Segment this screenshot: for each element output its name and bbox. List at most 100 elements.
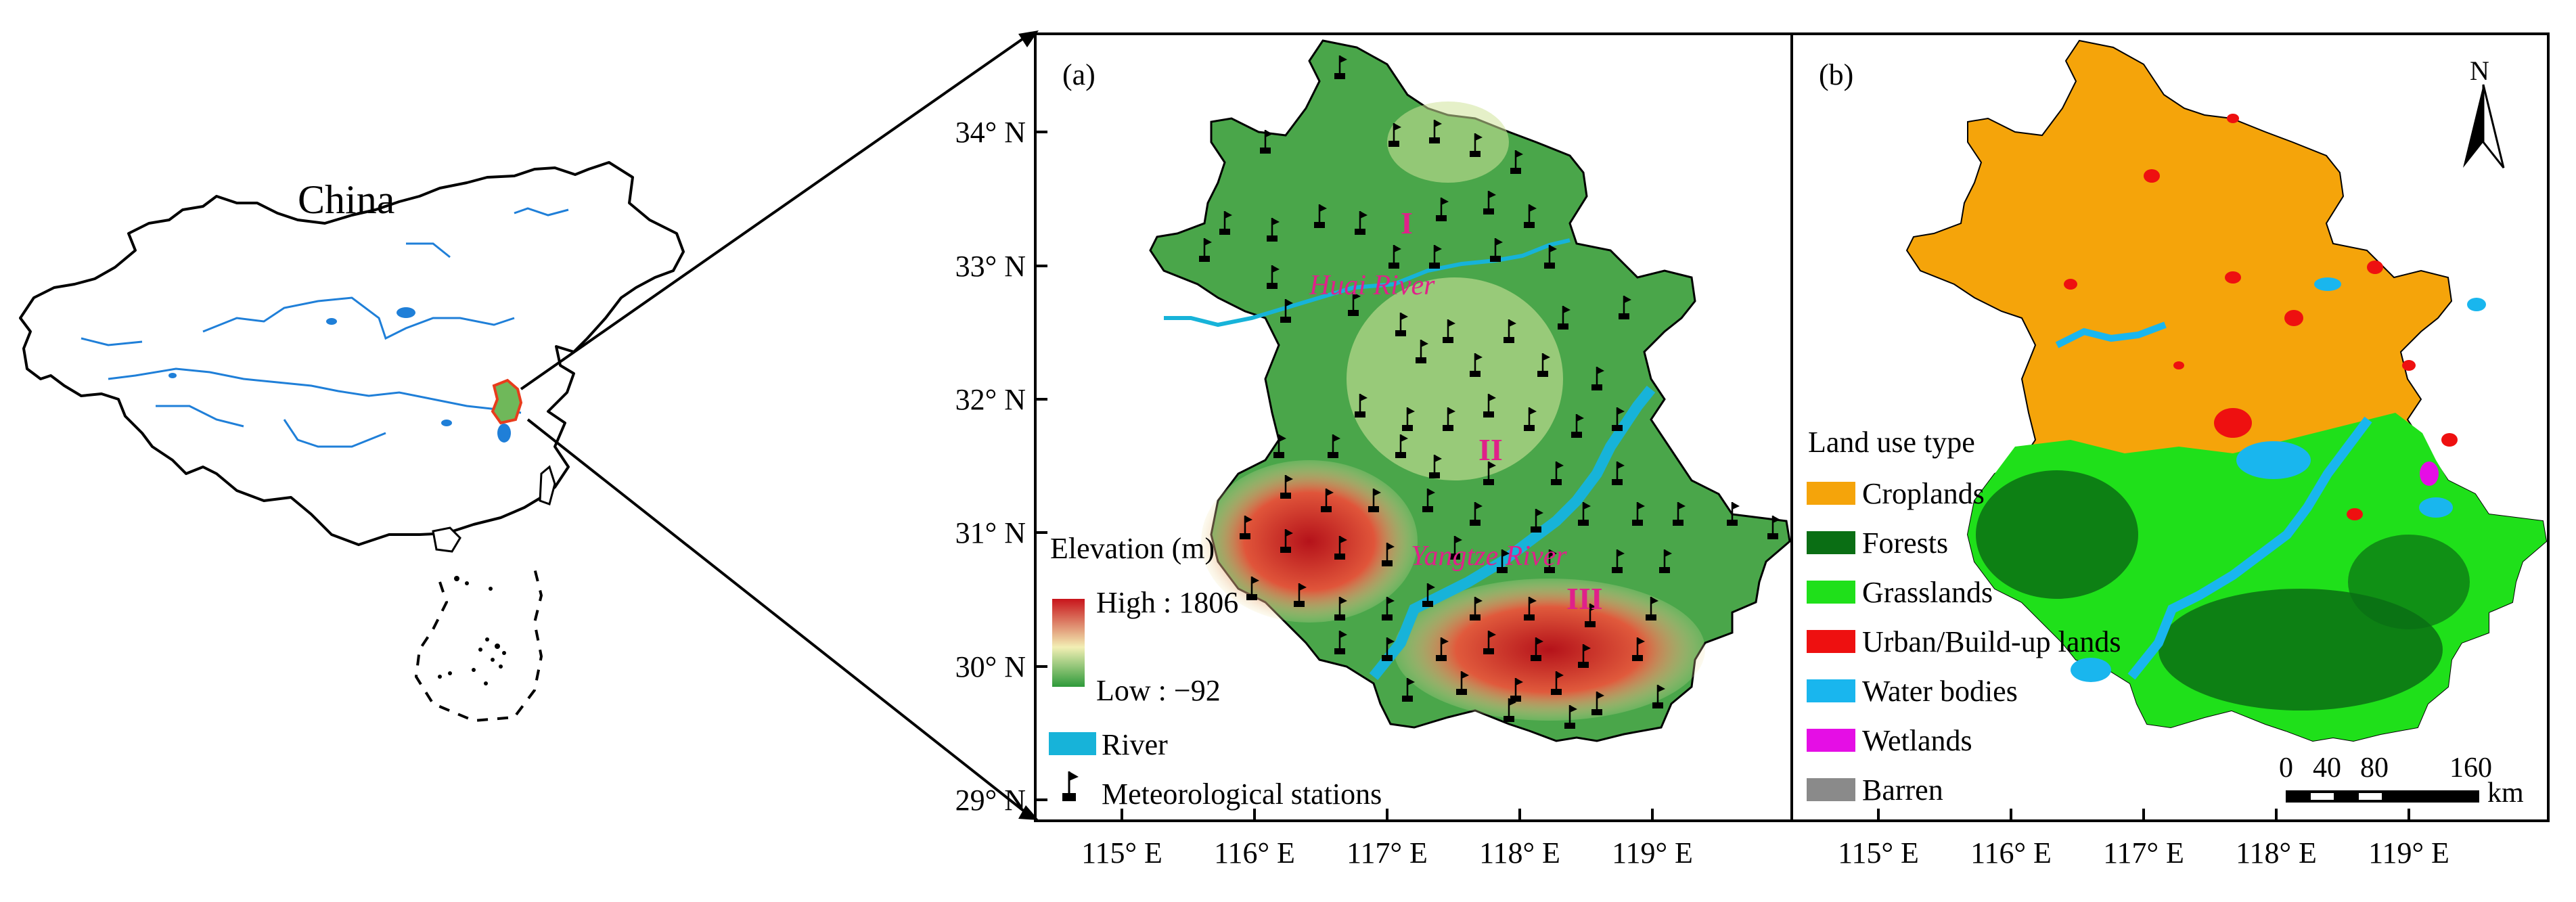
- panel-a-tag: (a): [1062, 58, 1095, 91]
- china-lakes: [168, 307, 511, 443]
- station-marker: [1564, 705, 1577, 729]
- scale-bar: 0 40 80 160 km: [2279, 752, 2524, 809]
- station-marker: [1449, 536, 1462, 560]
- zoom-line-lower: [526, 418, 1026, 813]
- lon-tick-label: 117° E: [2103, 836, 2184, 870]
- landuse-label: Wetlands: [1862, 724, 1972, 757]
- panel-b-tag: (b): [1819, 58, 1853, 91]
- zoom-arrow-upper: [1018, 30, 1039, 47]
- station-marker: [1402, 678, 1415, 702]
- station-marker: [1280, 299, 1293, 323]
- station-marker: [1382, 597, 1395, 621]
- station-marker: [1368, 489, 1381, 512]
- landuse-swatch: [1807, 630, 1855, 653]
- station-marker: [1490, 238, 1503, 262]
- station-legend-icon: [1062, 771, 1079, 801]
- station-marker: [1348, 292, 1361, 316]
- station-marker: [1510, 150, 1523, 174]
- station-marker: [1470, 597, 1483, 621]
- urban-areas: [2064, 114, 2458, 520]
- station-marker: [1267, 218, 1280, 242]
- panel-b-map: [1905, 39, 2548, 742]
- landuse-label: Water bodies: [1862, 675, 2018, 708]
- station-marker: [1422, 489, 1435, 512]
- north-arrow: N: [2463, 55, 2505, 168]
- landuse-label: Barren: [1862, 773, 1943, 807]
- south-china-sea-islands: [438, 576, 506, 685]
- station-marker: [1416, 340, 1428, 363]
- elevation-color-ramp: [1052, 599, 1085, 687]
- panel-a-legend: Elevation (m) High : 1806 Low : −92 Rive…: [1049, 532, 1382, 811]
- zoom-arrow-lower: [1018, 805, 1039, 820]
- station-marker: [1267, 265, 1280, 289]
- station-marker: [1334, 55, 1347, 79]
- yangtze-river-label: Yangtze River: [1411, 541, 1567, 572]
- station-marker: [1646, 597, 1658, 621]
- station-marker: [1355, 211, 1368, 235]
- lon-tick-label: 115° E: [1838, 836, 1919, 870]
- station-marker: [1470, 353, 1483, 377]
- lat-tick-label: 31° N: [955, 516, 1026, 549]
- station-marker: [1673, 502, 1686, 526]
- lon-tick-label: 116° E: [1214, 836, 1295, 870]
- station-marker: [1456, 671, 1469, 695]
- station-marker: [1280, 475, 1293, 499]
- station-marker: [1659, 549, 1672, 573]
- meteorological-stations: [1199, 55, 1780, 729]
- elevation-high-label: High : 1806: [1096, 586, 1238, 619]
- landuse-swatch: [1807, 531, 1855, 554]
- huai-river-label: Huai River: [1309, 270, 1435, 301]
- station-marker: [1591, 692, 1604, 715]
- panel-b-frame: [1790, 32, 2550, 822]
- north-arrow-label: N: [2470, 55, 2489, 86]
- station-marker: [1334, 536, 1347, 560]
- station-marker: [1612, 461, 1625, 485]
- station-marker: [1199, 238, 1212, 262]
- water-bodies: [2055, 277, 2486, 682]
- station-marker: [1632, 637, 1645, 661]
- panel-a-map: I II III Huai River Yangtze River: [1149, 39, 1791, 742]
- station-marker: [1470, 502, 1483, 526]
- station-marker: [1355, 394, 1368, 418]
- station-marker: [1429, 245, 1442, 269]
- station-marker: [1652, 685, 1665, 708]
- station-marker: [1388, 245, 1401, 269]
- landuse-swatch: [1807, 581, 1855, 604]
- longitude-axis-a: 115° E 116° E 117° E 118° E 119° E: [1081, 809, 1693, 870]
- landuse-label: Forests: [1862, 526, 1948, 560]
- longitude-axis-b: 115° E 116° E 117° E 118° E 119° E: [1838, 809, 2449, 870]
- station-marker: [1524, 407, 1537, 431]
- station-marker: [1591, 367, 1604, 390]
- lat-tick-label: 30° N: [955, 650, 1026, 683]
- station-marker: [1483, 191, 1496, 215]
- lat-tick-label: 29° N: [955, 784, 1026, 817]
- station-marker: [1578, 502, 1591, 526]
- southern-anhui-mountains: [1394, 579, 1705, 721]
- landuse-swatch: [1807, 729, 1855, 752]
- landuse-legend-items: Croplands Forests Grasslands Urban/Build-up…: [1807, 477, 2121, 807]
- station-marker: [1388, 123, 1401, 147]
- landuse-swatch: [1807, 778, 1855, 801]
- elevation-legend-title: Elevation (m): [1050, 532, 1215, 565]
- lon-tick-label: 119° E: [2368, 836, 2449, 870]
- station-marker: [1537, 353, 1550, 377]
- region-I-label: I: [1401, 206, 1413, 240]
- scale-label-160: 160: [2449, 752, 2492, 784]
- station-marker: [1483, 631, 1496, 654]
- lon-tick-label: 119° E: [1612, 836, 1693, 870]
- station-marker: [1422, 583, 1435, 607]
- station-marker: [1334, 631, 1347, 654]
- landuse-legend-title: Land use type: [1808, 426, 1975, 459]
- station-marker: [1524, 204, 1537, 228]
- central-hills: [1347, 277, 1563, 480]
- station-marker: [1470, 133, 1483, 157]
- station-marker: [1382, 543, 1395, 566]
- station-marker: [1504, 698, 1516, 722]
- station-marker: [1585, 604, 1598, 627]
- station-marker: [1443, 319, 1455, 343]
- panel-b-legend: Land use type Croplands Forests Grasslands…: [1807, 426, 2121, 807]
- china-rivers: [81, 207, 569, 448]
- station-marker: [1558, 306, 1571, 330]
- china-label: China: [298, 177, 394, 222]
